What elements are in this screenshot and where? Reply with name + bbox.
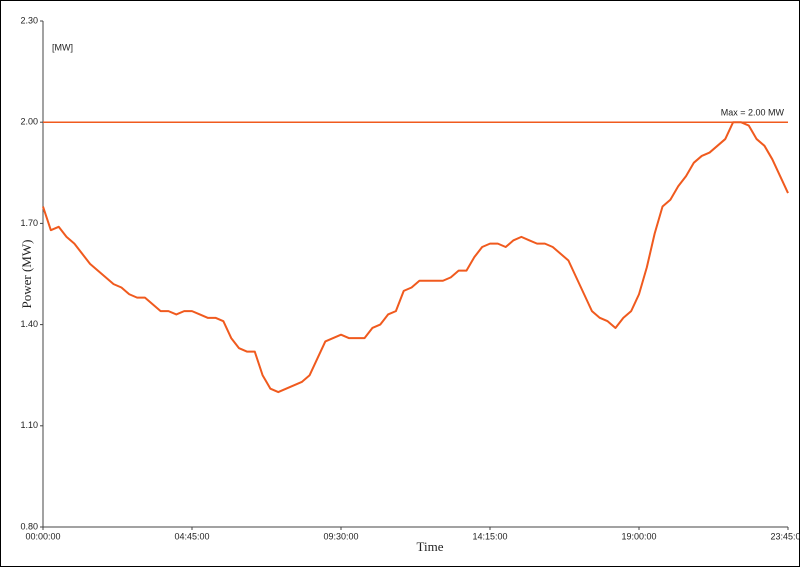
line [42,121,789,394]
x-tick-label: 00:00:00 [25,531,60,541]
max-label: Max = 2.00 MW [721,108,785,118]
y-tick-label: 1.10 [20,420,38,430]
y-tick-label: 2.30 [20,15,38,25]
y-tick-label: 0.80 [20,521,38,531]
x-tick-label: 09:30:00 [323,531,358,541]
y-axis-label: Power (MW) [19,240,34,309]
y-tick-label: 2.00 [20,117,38,127]
unit-label: [MW] [52,42,73,52]
y-tick-label: 1.40 [20,319,38,329]
x-tick-label: 04:45:00 [174,531,209,541]
x-tick-label: 19:00:00 [621,531,656,541]
y-tick-label: 1.70 [20,218,38,228]
x-tick-label: 14:15:00 [472,531,507,541]
x-tick-label: 23:45:00 [770,531,800,541]
x-axis-label: Time [417,539,444,554]
